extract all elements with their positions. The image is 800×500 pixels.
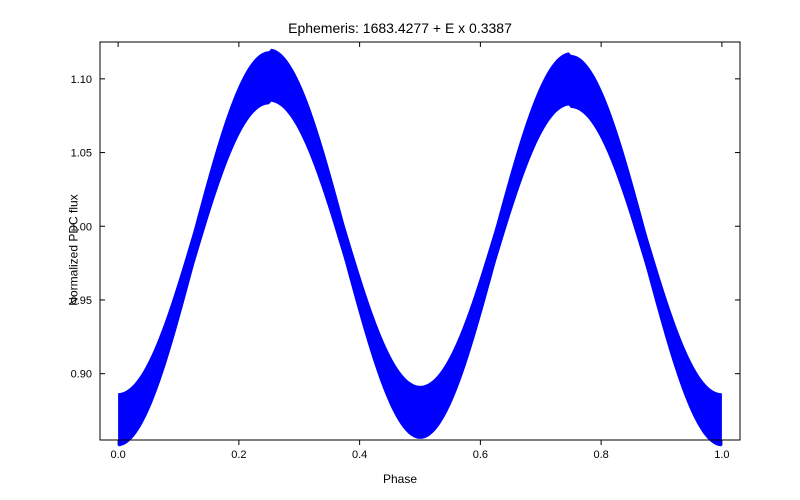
x-tick-label: 1.0 <box>714 449 729 461</box>
chart-svg: 0.0 0.2 0.4 0.6 0.8 1.0 0.90 0.95 1.00 1.05 1.10 <box>0 0 800 500</box>
y-tick-label: 0.90 <box>71 369 92 381</box>
y-tick-label: 1.00 <box>71 221 92 233</box>
x-tick-label: 0.6 <box>473 449 488 461</box>
x-tick-label: 0.2 <box>231 449 246 461</box>
chart-container: Ephemeris: 1683.4277 + E x 0.3387 Normal… <box>0 0 800 500</box>
y-tick-label: 0.95 <box>71 295 92 307</box>
y-tick-label: 1.10 <box>71 74 92 86</box>
x-tick-label: 0.4 <box>352 449 367 461</box>
x-tick-label: 0.0 <box>110 449 125 461</box>
y-tick-label: 1.05 <box>71 148 92 160</box>
x-tick-label: 0.8 <box>593 449 608 461</box>
